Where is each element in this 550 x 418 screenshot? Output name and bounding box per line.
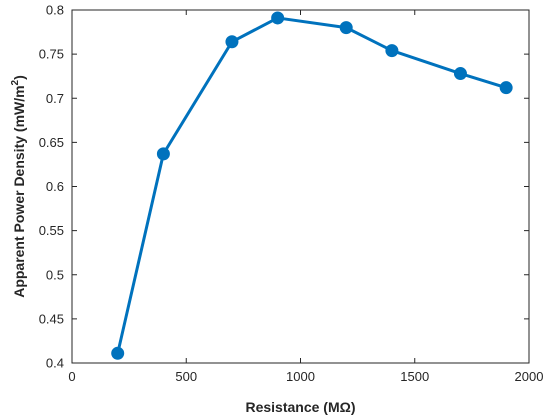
- y-axis-title: Apparent Power Density (mW/m2): [10, 75, 27, 298]
- x-tick-label: 0: [68, 369, 75, 384]
- x-tick-label: 2000: [515, 369, 544, 384]
- series-layer: [111, 11, 513, 360]
- x-axis-title: Resistance (MΩ): [245, 399, 355, 415]
- data-point: [225, 35, 239, 49]
- data-point: [271, 11, 285, 25]
- x-tick-label: 1000: [286, 369, 315, 384]
- y-tick-label: 0.7: [46, 91, 64, 106]
- x-axis: 0 500 1000 1500 2000: [68, 10, 543, 384]
- y-tick-label: 0.8: [46, 3, 64, 18]
- y-tick-label: 0.55: [39, 223, 64, 238]
- y-tick-label: 0.45: [39, 311, 64, 326]
- y-tick-label: 0.6: [46, 179, 64, 194]
- data-point: [499, 81, 513, 95]
- data-point: [111, 346, 125, 360]
- x-tick-label: 500: [175, 369, 197, 384]
- axes-frame: [71, 9, 530, 364]
- data-point: [453, 67, 467, 81]
- data-point: [339, 21, 353, 35]
- x-tick-label: 1500: [400, 369, 429, 384]
- data-point: [156, 147, 170, 161]
- y-tick-label: 0.4: [46, 356, 64, 371]
- data-point: [385, 44, 399, 58]
- plot-area-border: [71, 9, 530, 364]
- y-tick-label: 0.65: [39, 135, 64, 150]
- y-tick-label: 0.5: [46, 267, 64, 282]
- y-axis: 0.4 0.45 0.5 0.55 0.6 0.65 0.7 0.75 0.8: [39, 3, 529, 371]
- y-tick-label: 0.75: [39, 47, 64, 62]
- series-line: [116, 16, 507, 354]
